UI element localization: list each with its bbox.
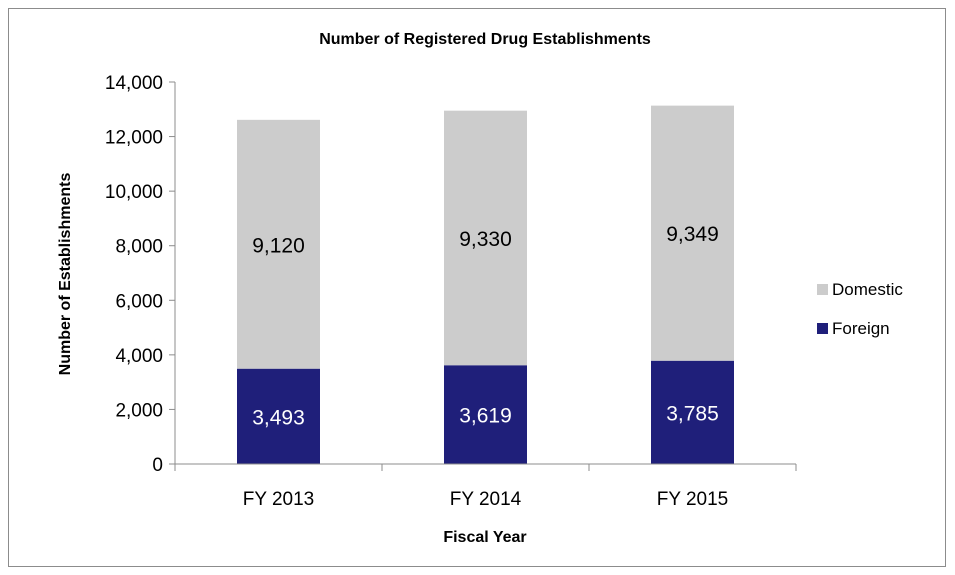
y-tick-label: 6,000 — [115, 291, 163, 312]
bar-domestic — [237, 119, 320, 369]
bar-domestic — [651, 105, 734, 361]
x-tick-label: FY 2015 — [657, 489, 728, 510]
data-label-foreign: 3,785 — [666, 402, 719, 425]
y-tick-label: 4,000 — [115, 346, 163, 367]
x-tick-label: FY 2014 — [450, 489, 522, 510]
data-label-foreign: 3,493 — [252, 406, 305, 429]
y-tick-label: 10,000 — [105, 182, 163, 203]
legend-swatch-foreign — [817, 323, 828, 334]
y-tick-label: 12,000 — [105, 128, 163, 149]
y-tick-label: 14,000 — [105, 73, 163, 94]
data-label-domestic: 9,120 — [252, 234, 305, 257]
y-tick-label: 0 — [152, 455, 163, 476]
y-axis-title: Number of Establishments — [57, 173, 74, 376]
plot-area: 0 2,000 4,000 6,000 8,000 10,000 12,000 14,000 3… — [105, 73, 797, 510]
x-tick-label: FY 2013 — [243, 489, 314, 510]
legend-swatch-domestic — [817, 284, 828, 295]
chart-title: Number of Registered Drug Establishments — [319, 31, 651, 48]
x-axis-title: Fiscal Year — [443, 529, 526, 546]
legend-label-domestic: Domestic — [832, 280, 903, 299]
bar-foreign — [444, 365, 527, 464]
bar-domestic — [444, 110, 527, 366]
bar-foreign — [651, 360, 734, 464]
y-tick-label: 2,000 — [115, 400, 163, 421]
y-tick-label: 8,000 — [115, 237, 163, 258]
data-label-foreign: 3,619 — [459, 405, 512, 428]
bar-foreign — [237, 368, 320, 464]
legend: Domestic Foreign — [817, 280, 903, 338]
legend-label-foreign: Foreign — [832, 319, 890, 338]
data-label-domestic: 9,330 — [459, 228, 512, 251]
chart-frame — [8, 8, 946, 567]
data-label-domestic: 9,349 — [666, 223, 719, 246]
